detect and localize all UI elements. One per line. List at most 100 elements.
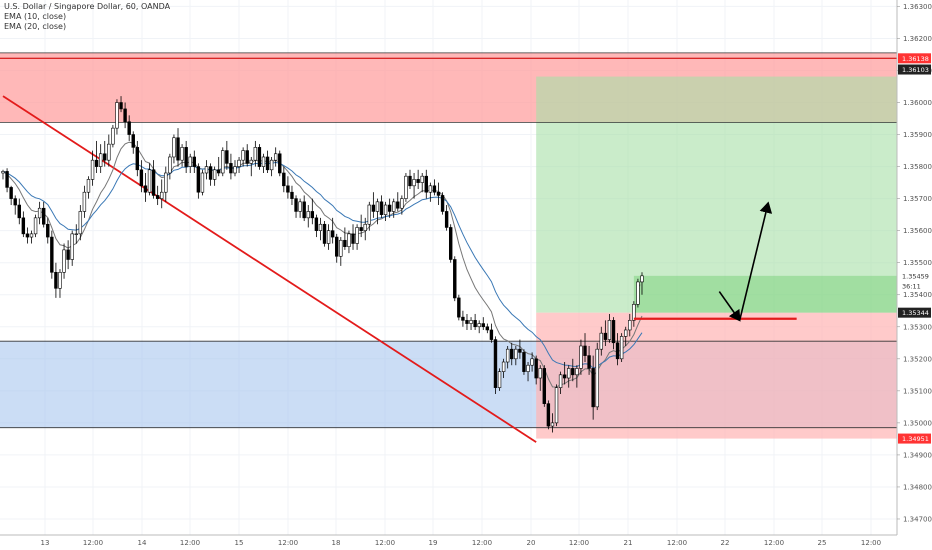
time-tick-label: 13	[41, 539, 50, 547]
candle	[37, 201, 42, 225]
candle	[440, 192, 445, 215]
candle-body	[184, 147, 188, 167]
candle	[591, 355, 595, 420]
long-position-tool[interactable]	[536, 76, 932, 439]
candle	[245, 144, 249, 167]
candle	[160, 179, 164, 209]
candle-body	[603, 332, 608, 340]
candle-body	[558, 374, 563, 388]
time-tick-label: 22	[721, 539, 730, 547]
candle-body	[147, 169, 152, 193]
ema20-line	[2, 161, 643, 369]
candle	[514, 345, 518, 366]
candle	[416, 169, 420, 190]
candle-body	[310, 211, 315, 219]
price-tick-label: 1.36000	[903, 99, 932, 107]
drawings-layer[interactable]	[633, 201, 797, 322]
price-tick-label: 1.35600	[903, 227, 932, 235]
candle-body	[330, 230, 335, 238]
candle	[518, 339, 522, 359]
candle	[54, 262, 58, 298]
candle	[33, 214, 38, 238]
candle-body	[286, 185, 290, 193]
candle	[261, 153, 266, 173]
candle	[587, 345, 591, 375]
candle	[103, 140, 107, 167]
candle	[41, 201, 46, 228]
price-tick-label: 1.34800	[903, 483, 932, 491]
candle	[25, 227, 30, 244]
candle	[624, 326, 628, 346]
candle-body	[5, 171, 9, 188]
candle	[82, 185, 87, 218]
candle-body	[70, 233, 74, 260]
candle	[17, 198, 21, 225]
candle	[599, 326, 603, 356]
candle-body	[497, 371, 502, 388]
candle-body	[54, 272, 58, 289]
candle-body	[453, 259, 457, 299]
candle-body	[245, 150, 249, 164]
target-area	[536, 76, 932, 313]
price-tick-label: 1.35800	[903, 163, 932, 171]
candle-body	[86, 179, 91, 193]
candle-body	[139, 169, 144, 187]
candle	[379, 195, 384, 218]
price-tag: 1.36103	[898, 64, 931, 75]
price-axis[interactable]: 1.363001.362001.361001.360001.359001.358…	[896, 0, 932, 550]
price-tick-label: 1.35700	[903, 195, 932, 203]
candle	[294, 195, 298, 218]
price-tag-bg	[898, 280, 931, 291]
candle	[225, 140, 229, 170]
candle-body	[534, 358, 538, 379]
candle-body	[78, 211, 83, 235]
candle-body	[306, 211, 310, 219]
time-tick-label: 12:00	[667, 539, 687, 547]
price-tag-label: 1.35459	[902, 272, 929, 280]
candle-body	[172, 137, 176, 158]
candle	[176, 128, 180, 167]
candle	[510, 342, 514, 366]
candle	[453, 256, 457, 302]
candle-body	[550, 422, 555, 427]
time-tick-label: 12:00	[861, 539, 881, 547]
candle	[168, 153, 172, 180]
trendline[interactable]	[2, 95, 537, 443]
candle-body	[322, 223, 327, 244]
candle	[115, 99, 119, 135]
candle-body	[107, 143, 111, 161]
candle-body	[66, 249, 70, 260]
price-tag: 1.35344	[898, 307, 931, 318]
candle-body	[469, 320, 473, 324]
price-tag-label: 1.34951	[902, 435, 929, 443]
candle-body	[493, 339, 498, 388]
candle-body	[363, 223, 367, 231]
candle	[640, 272, 644, 295]
candle-body	[58, 272, 62, 289]
candle-body	[103, 153, 107, 161]
time-tick-label: 25	[818, 539, 827, 547]
candle-body	[420, 175, 424, 183]
candle-body	[359, 227, 363, 231]
candle-body	[473, 320, 477, 328]
candle	[322, 221, 327, 247]
horizontal-lines	[0, 52, 897, 429]
candle-body	[314, 217, 319, 231]
candle	[278, 150, 282, 177]
candle	[111, 124, 115, 148]
candle-body	[269, 159, 274, 171]
candle	[611, 317, 616, 350]
candle-body	[477, 323, 481, 328]
time-axis[interactable]: 13 12:00 14 12:00 15 12:00 18 12:00 19 12:00 20 12:…	[0, 534, 932, 550]
candle	[619, 333, 624, 363]
candle	[70, 230, 74, 266]
candle-body	[355, 227, 359, 244]
candle	[9, 185, 13, 206]
price-tag-label: 1.35344	[902, 309, 929, 317]
candle-body	[290, 191, 294, 199]
candle	[127, 115, 131, 141]
candle	[123, 102, 127, 129]
candle-body	[25, 233, 30, 238]
candle	[550, 413, 555, 433]
